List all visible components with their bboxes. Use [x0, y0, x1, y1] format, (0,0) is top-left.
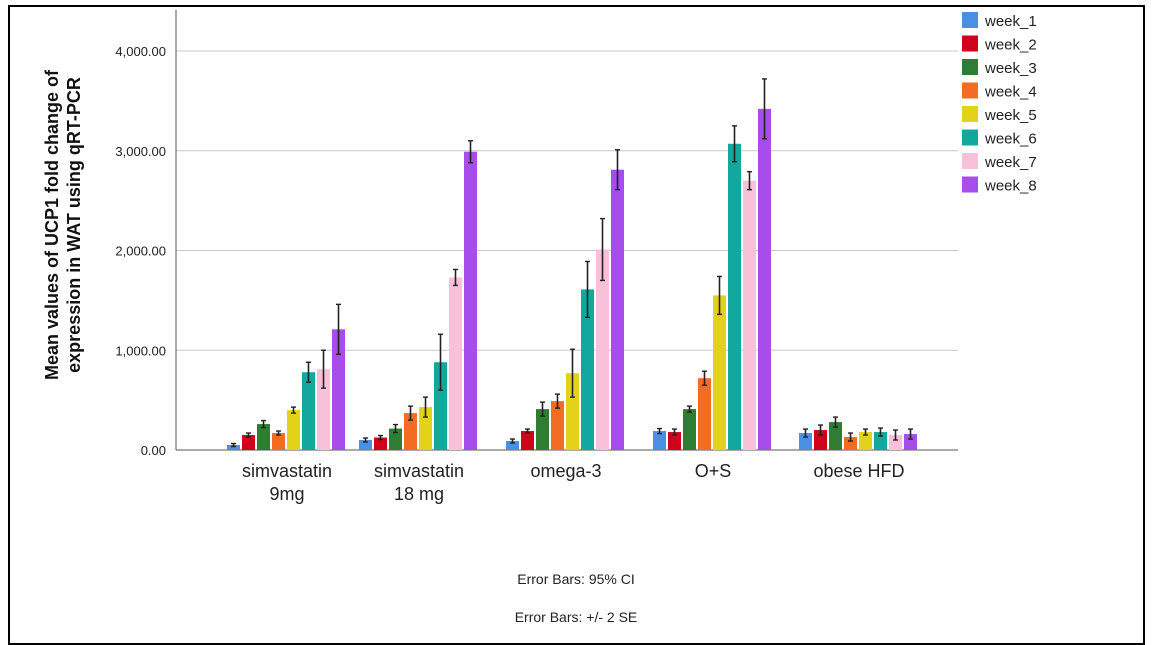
bar: [728, 143, 741, 450]
bar: [668, 432, 681, 450]
bar: [521, 431, 534, 450]
legend-label: week_1: [984, 13, 1037, 30]
y-axis-label-line: expression in WAT using qRT-PCR: [64, 77, 84, 373]
bar: [302, 372, 315, 450]
x-tick-label: 18 mg: [394, 484, 444, 504]
legend-label: week_8: [984, 178, 1037, 195]
bar: [272, 433, 285, 450]
bar: [404, 413, 417, 450]
legend-swatch: [962, 12, 978, 28]
x-tick-label: obese HFD: [813, 461, 904, 481]
bar: [758, 108, 771, 450]
y-tick-label: 1,000.00: [115, 343, 166, 358]
x-tick-label: simvastatin: [374, 461, 464, 481]
x-tick-label: 9mg: [269, 484, 304, 504]
bar: [317, 369, 330, 450]
bar: [419, 407, 432, 450]
y-tick-label: 4,000.00: [115, 44, 166, 59]
bar: [536, 409, 549, 450]
bar: [611, 169, 624, 450]
chart-frame: [8, 5, 1145, 645]
x-tick-label: omega-3: [530, 461, 601, 481]
legend-label: week_6: [984, 131, 1037, 148]
bar: [596, 249, 609, 450]
bar: [829, 422, 842, 450]
y-axis-label-line: Mean values of UCP1 fold change of: [42, 69, 62, 380]
bar: [566, 373, 579, 450]
legend-label: week_4: [984, 84, 1037, 101]
legend-swatch: [962, 106, 978, 122]
bar: [653, 431, 666, 450]
bar: [874, 432, 887, 450]
bar: [287, 410, 300, 450]
legend-swatch: [962, 82, 978, 99]
footnote-ci: Error Bars: 95% CI: [517, 571, 635, 587]
bar-chart: 0.00 1,000.00 2,000.00 3,000.00 4,000.00 Mean…: [42, 10, 1037, 504]
bar: [889, 435, 902, 450]
bar: [551, 401, 564, 450]
y-tick-label: 3,000.00: [115, 144, 166, 159]
bar: [683, 409, 696, 450]
y-axis-label: Mean values of UCP1 fold change of expres…: [42, 69, 84, 380]
legend-label: week_2: [984, 37, 1037, 54]
bar: [859, 432, 872, 450]
bar: [904, 434, 917, 450]
x-tick-label: O+S: [695, 461, 732, 481]
bar: [844, 437, 857, 450]
bar: [464, 151, 477, 450]
bar: [242, 435, 255, 450]
legend-swatch: [962, 129, 978, 146]
legend-swatch: [962, 59, 978, 75]
bar: [359, 440, 372, 450]
bar: [449, 277, 462, 450]
bar: [506, 441, 519, 450]
bar: [374, 437, 387, 450]
legend-label: week_7: [984, 154, 1037, 171]
bar: [743, 180, 756, 451]
bar: [713, 295, 726, 450]
bar: [581, 289, 594, 450]
legend-label: week_3: [984, 60, 1037, 77]
legend-swatch: [962, 176, 978, 193]
legend-label: week_5: [984, 107, 1037, 124]
x-tick-label: simvastatin: [242, 461, 332, 481]
bar: [434, 362, 447, 450]
bar: [389, 428, 402, 450]
bar: [257, 424, 270, 450]
legend-swatch: [962, 153, 978, 169]
y-tick-label: 2,000.00: [115, 244, 166, 259]
bar: [698, 378, 711, 450]
bar: [227, 445, 240, 450]
footnote-se: Error Bars: +/- 2 SE: [514, 609, 638, 625]
bar: [799, 433, 812, 450]
legend-swatch: [962, 35, 978, 52]
bar: [332, 329, 345, 450]
bar: [814, 430, 827, 450]
y-tick-label: 0.00: [141, 443, 166, 458]
